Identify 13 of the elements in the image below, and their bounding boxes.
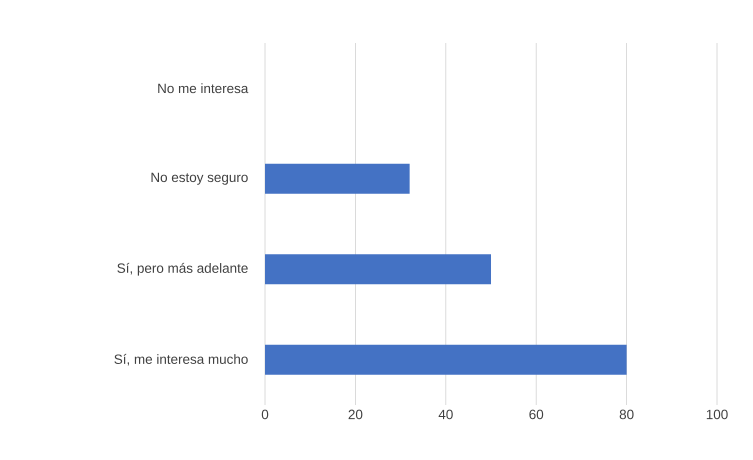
y-tick-label: Sí, pero más adelante [117,262,248,276]
y-tick-label: No estoy seguro [152,172,248,185]
x-tick-label: 60 [529,410,544,420]
bar [265,254,492,284]
bar [265,164,410,194]
x-tick-label: 80 [620,410,634,420]
x-tick-label: 20 [348,410,362,420]
bar [265,344,627,375]
x-tick-label: 100 [706,410,728,420]
y-tick-label: No me interesa [158,83,248,94]
y-tick-label: Sí, me interesa mucho [114,354,248,366]
x-tick-label: 0 [262,410,268,420]
x-tick-label: 40 [438,410,453,420]
